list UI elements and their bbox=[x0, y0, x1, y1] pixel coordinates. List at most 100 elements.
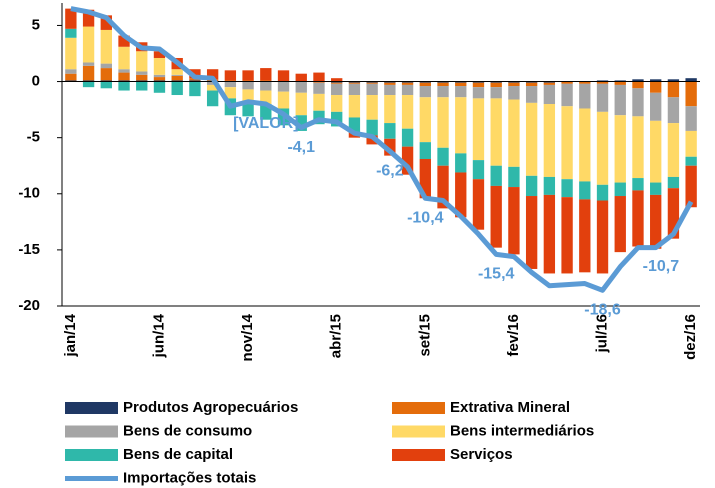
bar-segment bbox=[632, 190, 644, 247]
bar-segment bbox=[490, 82, 502, 88]
bar-segment bbox=[313, 93, 325, 111]
bar-segment bbox=[260, 104, 272, 120]
bar-segment bbox=[437, 165, 449, 209]
bar-segment bbox=[384, 138, 396, 156]
bar-segment bbox=[543, 176, 556, 195]
bar-segment bbox=[650, 120, 662, 183]
bar-segment bbox=[384, 84, 396, 96]
bar-segment bbox=[579, 199, 591, 273]
bar-segment bbox=[100, 15, 112, 30]
bar-segment bbox=[242, 70, 254, 81]
bar-segment bbox=[82, 81, 95, 88]
bar-segment bbox=[543, 194, 556, 274]
bar-segment bbox=[614, 196, 626, 253]
bar-segment bbox=[224, 70, 237, 81]
bar-segment bbox=[82, 26, 95, 63]
y-tick-label: -15 bbox=[18, 241, 40, 258]
bar-segment bbox=[543, 84, 556, 104]
bar-segment bbox=[614, 81, 626, 85]
bar-segment bbox=[561, 179, 573, 198]
bar-segment bbox=[82, 62, 95, 66]
bar-segment bbox=[632, 79, 644, 82]
bar-segment bbox=[242, 81, 254, 90]
bar-segment bbox=[455, 81, 467, 83]
bar-segment bbox=[206, 84, 219, 91]
bar-segment bbox=[295, 81, 307, 93]
bar-segment bbox=[401, 95, 414, 129]
bar-segment bbox=[401, 128, 414, 147]
bar-segment bbox=[437, 147, 449, 166]
bar-segment bbox=[384, 95, 396, 124]
bar-segment bbox=[100, 81, 112, 89]
bar-segment bbox=[118, 81, 130, 91]
bar-segment bbox=[224, 87, 237, 99]
bar-segment bbox=[419, 158, 431, 199]
bar-segment bbox=[348, 95, 361, 118]
bar-segment bbox=[667, 176, 680, 189]
bar-segment bbox=[490, 165, 502, 186]
x-tick-label: fev/16 bbox=[505, 314, 522, 357]
bar-segment bbox=[331, 111, 343, 127]
bar-segment bbox=[65, 80, 77, 82]
bar-segment bbox=[189, 69, 201, 79]
bar-segment bbox=[82, 65, 95, 81]
bar-segment bbox=[525, 175, 538, 197]
bar-segment bbox=[65, 28, 77, 38]
bar-segment bbox=[650, 79, 662, 82]
bar-segment bbox=[579, 81, 591, 84]
bar-segment bbox=[118, 46, 130, 70]
bar-segment bbox=[667, 188, 680, 239]
bar-segment bbox=[224, 80, 237, 82]
bar-segment bbox=[401, 81, 414, 83]
bar-segment bbox=[685, 106, 697, 131]
bar-segment bbox=[189, 80, 201, 82]
data-label: -15,4 bbox=[478, 266, 515, 283]
bar-segment bbox=[171, 69, 183, 75]
bar-segment bbox=[685, 165, 697, 208]
bar-segment bbox=[508, 99, 520, 167]
bar-segment bbox=[260, 68, 272, 81]
bar-segment bbox=[525, 196, 538, 269]
bar-segment bbox=[348, 83, 361, 96]
bar-segment bbox=[331, 82, 343, 84]
bar-segment bbox=[366, 82, 378, 84]
bar-segment bbox=[419, 86, 431, 98]
bar-segment bbox=[206, 69, 219, 80]
bar-segment bbox=[508, 187, 520, 255]
bar-segment bbox=[171, 74, 183, 76]
bar-segment bbox=[543, 104, 556, 177]
bar-segment bbox=[561, 81, 573, 84]
bar-segment bbox=[100, 63, 112, 69]
bar-segment bbox=[614, 84, 626, 116]
x-tick-label: jan/14 bbox=[62, 313, 79, 357]
bar-segment bbox=[525, 86, 538, 103]
legend-label: Bens intermediários bbox=[450, 422, 594, 439]
data-label: [VALOR] bbox=[233, 115, 298, 132]
bar-segment bbox=[136, 71, 148, 75]
bar-segment bbox=[472, 81, 485, 83]
data-label: -4,1 bbox=[287, 139, 315, 156]
bar-segment bbox=[472, 98, 485, 161]
bar-segment bbox=[579, 181, 591, 200]
bar-segment bbox=[171, 75, 183, 81]
bar-segment bbox=[313, 72, 325, 82]
legend-swatch bbox=[65, 402, 118, 414]
bar-segment bbox=[100, 80, 112, 82]
bar-segment bbox=[277, 91, 290, 109]
legend-swatch bbox=[392, 449, 445, 461]
legend-swatch bbox=[65, 425, 118, 438]
bar-segment bbox=[153, 80, 166, 82]
bar-segment bbox=[384, 81, 396, 83]
bar-segment bbox=[596, 81, 609, 84]
bar-segment bbox=[65, 8, 77, 29]
bar-segment bbox=[596, 184, 609, 201]
bar-segment bbox=[100, 68, 112, 81]
bar-segment bbox=[100, 29, 112, 64]
bar-segment bbox=[561, 197, 573, 274]
bar-segment bbox=[455, 82, 467, 87]
legend-label: Extrativa Mineral bbox=[450, 399, 570, 416]
y-tick-label: -5 bbox=[27, 129, 40, 146]
bar-segment bbox=[277, 70, 290, 82]
bar-segment bbox=[632, 88, 644, 117]
